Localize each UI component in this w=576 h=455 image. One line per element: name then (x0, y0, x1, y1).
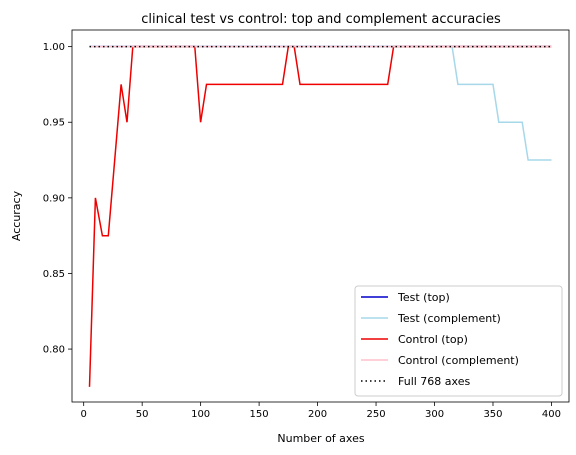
y-tick-label: 0.80 (43, 345, 65, 356)
legend-label-0: Test (top) (397, 291, 450, 304)
plot-frame (71, 29, 570, 403)
y-tick-label: 1.00 (43, 42, 65, 53)
y-tick-label: 0.95 (43, 118, 65, 129)
x-axis-ticks: 0 50 100 150 200 250 300 350 400 (81, 402, 561, 420)
y-axis-label: Accuracy (10, 190, 23, 241)
y-tick-label: 0.85 (43, 269, 65, 280)
legend-label-2: Control (top) (398, 333, 468, 346)
x-tick-label: 0 (81, 409, 87, 420)
x-axis-label: Number of axes (277, 432, 364, 445)
x-tick-label: 250 (367, 409, 386, 420)
legend-label-3: Control (complement) (398, 354, 519, 367)
x-tick-label: 100 (191, 409, 210, 420)
x-tick-label: 300 (425, 409, 444, 420)
chart-title: clinical test vs control: top and comple… (141, 12, 501, 27)
legend-label-1: Test (complement) (397, 312, 501, 325)
legend-label-4: Full 768 axes (398, 375, 470, 388)
y-axis-ticks: 0.80 0.85 0.90 0.95 1.00 (43, 42, 72, 356)
x-tick-label: 150 (250, 409, 269, 420)
legend-box (354, 285, 563, 397)
x-tick-label: 200 (308, 409, 327, 420)
series-lines (88, 45, 552, 387)
x-tick-label: 50 (136, 409, 149, 420)
legend: Test (top) Test (complement) Control (top)… (354, 285, 563, 397)
x-tick-label: 400 (542, 409, 561, 420)
y-tick-label: 0.90 (43, 193, 65, 204)
series-line-2 (88, 45, 552, 387)
series-line-1 (89, 45, 552, 161)
x-tick-label: 350 (483, 409, 502, 420)
